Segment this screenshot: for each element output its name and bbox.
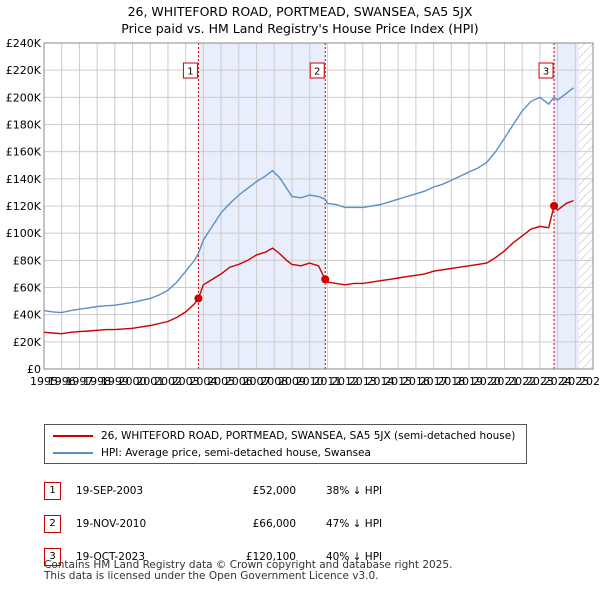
y-tick-label: £60K xyxy=(13,282,42,295)
y-tick-label: £80K xyxy=(13,254,42,267)
x-tick-label: 2007 xyxy=(243,375,271,388)
y-tick-label: £140K xyxy=(6,173,42,186)
x-tick-label: 1999 xyxy=(101,375,129,388)
sale-label-box-3 xyxy=(538,62,554,79)
sale-date: 19-NOV-2010 xyxy=(76,517,147,530)
sale-point-3 xyxy=(550,201,559,210)
sale-point-1 xyxy=(194,294,203,303)
x-tick-label: 2012 xyxy=(331,375,359,388)
chart-title-line1: 26, WHITEFORD ROAD, PORTMEAD, SWANSEA, S… xyxy=(127,4,473,19)
y-tick-label: £180K xyxy=(6,119,42,132)
x-tick-label: 2013 xyxy=(349,375,377,388)
sale-date: 19-SEP-2003 xyxy=(76,484,144,497)
sale-label-box-2 xyxy=(309,62,325,79)
x-tick-label: 2024 xyxy=(544,375,572,388)
hpi-series-line xyxy=(43,87,574,314)
x-tick-label: 2023 xyxy=(526,375,554,388)
x-tick-label: 2022 xyxy=(508,375,536,388)
sale-price: £66,000 xyxy=(252,517,296,530)
y-tick-label: £120K xyxy=(6,200,42,213)
footer-licence: This data is licensed under the Open Gov… xyxy=(44,570,379,582)
x-tick-label: 2003 xyxy=(172,375,200,388)
y-tick-label: £20K xyxy=(13,336,42,349)
x-tick-label: 1995 xyxy=(30,375,58,388)
sale-hpi-diff: 40% ↓ HPI xyxy=(326,550,383,563)
table-row: 3 19-OCT-2023 £120,100 40% ↓ HPI xyxy=(44,540,382,573)
sale-label-3: 3 xyxy=(543,67,549,78)
x-tick-label: 2019 xyxy=(455,375,483,388)
x-tick-label: 2015 xyxy=(384,375,412,388)
sale-label-2: 2 xyxy=(314,67,320,78)
plot-frame xyxy=(43,42,594,370)
sale-badge: 2 xyxy=(44,514,61,533)
x-tick-label: 2011 xyxy=(313,375,341,388)
y-tick-label: £0 xyxy=(27,363,41,376)
legend-label-property: 26, WHITEFORD ROAD, PORTMEAD, SWANSEA, S… xyxy=(101,430,516,442)
x-tick-label: 2005 xyxy=(207,375,235,388)
sales-table: 1 19-SEP-2003 £52,000 38% ↓ HPI 2 19-NOV… xyxy=(44,474,382,573)
x-tick-label: 2018 xyxy=(437,375,465,388)
x-tick-label: 1998 xyxy=(83,375,111,388)
x-tick-label: 2004 xyxy=(189,375,217,388)
sale-price: £52,000 xyxy=(252,484,296,497)
chart-legend: 26, WHITEFORD ROAD, PORTMEAD, SWANSEA, S… xyxy=(44,424,527,464)
x-tick-label: 2001 xyxy=(136,375,164,388)
sale-date: 19-OCT-2023 xyxy=(76,550,145,563)
sale-hpi-diff: 47% ↓ HPI xyxy=(326,517,383,530)
x-tick-label: 1997 xyxy=(65,375,93,388)
property-series-line xyxy=(43,199,574,335)
y-tick-label: £240K xyxy=(6,37,42,50)
sale-label-box-1 xyxy=(182,62,198,79)
sale-badge: 3 xyxy=(44,547,61,566)
x-tick-label: 2026 xyxy=(579,375,600,388)
x-tick-label: 2014 xyxy=(366,375,394,388)
footer-copyright: Contains HM Land Registry data © Crown c… xyxy=(44,559,453,571)
x-tick-label: 2021 xyxy=(490,375,518,388)
footer: Contains HM Land Registry data © Crown c… xyxy=(44,560,452,582)
sale-point-2 xyxy=(321,275,330,284)
x-tick-label: 2000 xyxy=(119,375,147,388)
y-tick-label: £160K xyxy=(6,146,42,159)
sale-label-1: 1 xyxy=(187,67,193,78)
x-tick-label: 2020 xyxy=(473,375,501,388)
y-tick-label: £220K xyxy=(6,64,42,77)
x-tick-label: 2002 xyxy=(154,375,182,388)
x-tick-label: 1996 xyxy=(48,375,76,388)
x-tick-label: 2025 xyxy=(561,375,589,388)
x-tick-label: 2008 xyxy=(260,375,288,388)
legend-swatch-hpi xyxy=(53,452,93,454)
y-tick-label: £40K xyxy=(13,309,42,322)
y-tick-label: £100K xyxy=(6,227,42,240)
x-tick-label: 2009 xyxy=(278,375,306,388)
legend-label-hpi: HPI: Average price, semi-detached house,… xyxy=(101,447,371,459)
sale-badge: 1 xyxy=(44,481,61,500)
x-tick-label: 2016 xyxy=(402,375,430,388)
legend-swatch-property xyxy=(53,435,93,437)
table-row: 2 19-NOV-2010 £66,000 47% ↓ HPI xyxy=(44,507,382,540)
chart-title-line2: Price paid vs. HM Land Registry's House … xyxy=(121,21,479,36)
y-tick-label: £200K xyxy=(6,91,42,104)
table-row: 1 19-SEP-2003 £52,000 38% ↓ HPI xyxy=(44,474,382,507)
x-tick-label: 2017 xyxy=(420,375,448,388)
x-tick-label: 2010 xyxy=(296,375,324,388)
x-tick-label: 2006 xyxy=(225,375,253,388)
price-chart: £0 £20K £40K £60K £80K £100K £120K £140K £160K £1… xyxy=(6,37,600,388)
sale-price: £120,100 xyxy=(245,550,296,563)
sale-hpi-diff: 38% ↓ HPI xyxy=(326,484,383,497)
